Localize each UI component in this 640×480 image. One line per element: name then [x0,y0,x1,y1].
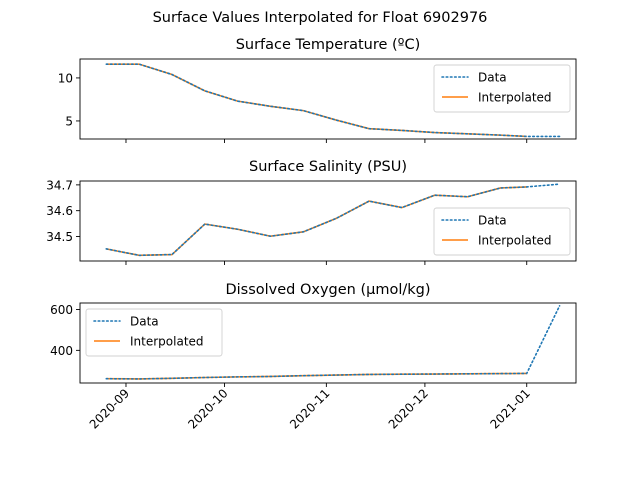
subplot-1: Surface Temperature (ºC) 5 10 Data Interpola… [58,37,577,143]
y-tick-label: 34.6 [46,204,73,218]
subplot-title: Surface Salinity (PSU) [249,159,407,175]
y-tick-label: 34.5 [46,230,73,244]
legend-label: Data [478,214,507,228]
x-tick-label: 2021-01 [487,386,532,431]
legend: Data Interpolated [433,64,571,113]
figure-suptitle: Surface Values Interpolated for Float 69… [153,10,488,26]
subplots: Surface Temperature (ºC) 5 10 Data Interpola… [46,37,577,387]
y-tick-label: 400 [50,344,73,358]
shared-x-axis: 2020-09 2020-10 2020-11 2020-12 2021-01 [87,386,533,431]
x-tick-label: 2020-12 [386,386,431,431]
y-tick-label: 34.7 [46,178,73,192]
y-tick-label: 600 [50,303,73,317]
subplot-2: Surface Salinity (PSU) 34.5 34.6 34.7 Data In… [46,159,577,265]
legend-label: Interpolated [478,234,552,248]
legend-label: Data [130,315,159,329]
y-tick-label: 10 [58,71,73,85]
legend: Data Interpolated [433,207,571,256]
subplot-title: Surface Temperature (ºC) [236,37,421,53]
plot-frame [79,180,577,262]
subplot-3: Dissolved Oxygen (µmol/kg) 400 600 Data Inte… [50,282,577,387]
series-line-data [105,305,561,380]
series-line-data [105,183,561,257]
x-tick-label: 2020-11 [287,386,332,431]
x-tick-label: 2020-10 [185,386,230,431]
plot-frame [79,302,577,384]
legend-label: Interpolated [478,91,552,105]
subplot-title: Dissolved Oxygen (µmol/kg) [225,282,430,298]
legend: Data Interpolated [85,308,223,357]
series-line-data [105,63,561,138]
plot-frame [79,58,577,140]
y-tick-label: 5 [65,114,73,128]
legend-label: Data [478,71,507,85]
legend-label: Interpolated [130,335,204,349]
x-tick-label: 2020-09 [87,386,132,431]
